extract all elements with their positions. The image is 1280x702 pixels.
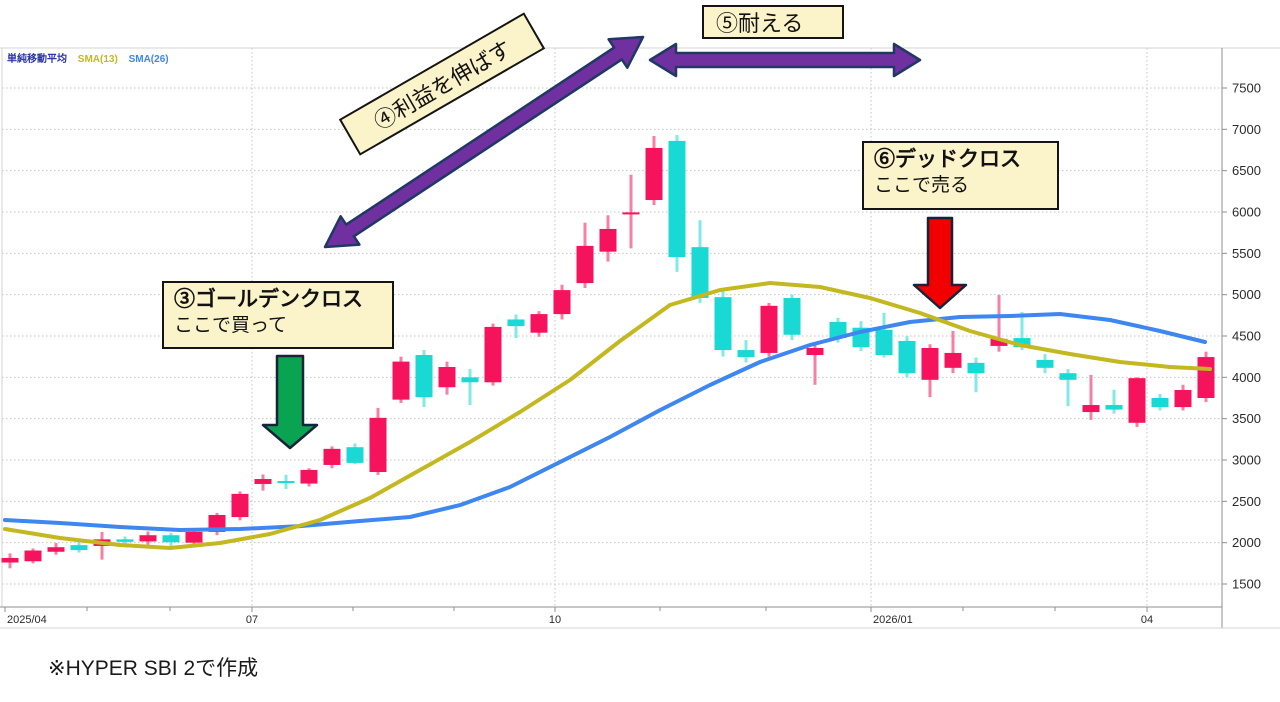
svg-text:5500: 5500 xyxy=(1232,246,1261,261)
svg-text:2025/04: 2025/04 xyxy=(7,614,47,626)
svg-text:4500: 4500 xyxy=(1232,329,1261,344)
svg-text:1500: 1500 xyxy=(1232,577,1261,592)
legend-title: 単純移動平均 xyxy=(7,54,67,65)
chart-legend: 単純移動平均 SMA(13) SMA(26) xyxy=(7,50,169,65)
candle-down xyxy=(461,377,479,383)
candle-up xyxy=(254,479,272,484)
candle-up xyxy=(806,347,824,356)
dead-cross-callout: ⑥デッドクロス ここで売る xyxy=(862,141,1059,210)
candle-down xyxy=(691,247,709,298)
candle-down xyxy=(162,535,180,543)
candle-up xyxy=(553,290,571,315)
candle-up xyxy=(24,550,42,562)
candle-up xyxy=(921,347,939,380)
sma26-line xyxy=(3,312,1207,532)
svg-text:4000: 4000 xyxy=(1232,370,1261,385)
candle-up xyxy=(1174,389,1192,408)
buy-down-arrow xyxy=(261,354,319,450)
candle-down xyxy=(737,350,755,358)
endure-horizontal-double-arrow xyxy=(648,42,922,78)
candle-down xyxy=(875,329,893,356)
candle-down xyxy=(346,447,364,463)
candle-down xyxy=(967,362,985,374)
candle-up xyxy=(392,361,410,400)
endure-label: ⑤耐える xyxy=(716,11,804,36)
golden-cross-title: ③ゴールデンクロス xyxy=(174,288,363,311)
svg-text:04: 04 xyxy=(1141,614,1153,626)
x-axis-labels: 2025/04 07 10 2026/01 04 xyxy=(4,607,1153,626)
chart-frame xyxy=(0,47,1280,629)
candle-down xyxy=(898,340,916,374)
svg-text:2500: 2500 xyxy=(1232,494,1261,509)
candlestick-chart: 7500 7000 6500 6000 5500 5000 4500 4000 3500 3000… xyxy=(0,47,1280,629)
candle-down xyxy=(668,140,686,258)
candle-down xyxy=(415,355,433,398)
candle-down xyxy=(1105,405,1123,410)
svg-text:2000: 2000 xyxy=(1232,535,1261,550)
candle-down xyxy=(116,539,134,542)
candle-up xyxy=(369,417,387,472)
profit-diagonal-double-arrow xyxy=(323,35,645,249)
candle-up xyxy=(47,547,65,552)
svg-text:5000: 5000 xyxy=(1232,287,1261,302)
candle-up xyxy=(139,535,157,542)
svg-text:6000: 6000 xyxy=(1232,205,1261,220)
candle-down xyxy=(507,319,525,327)
candle-up xyxy=(323,448,341,465)
svg-text:2026/01: 2026/01 xyxy=(873,614,913,626)
candle-up xyxy=(622,212,640,215)
candle-up xyxy=(599,228,617,252)
candle-up xyxy=(1128,378,1146,423)
candle-down xyxy=(1151,398,1169,408)
candle-up xyxy=(530,314,548,333)
candle-up xyxy=(438,367,456,388)
candle-up xyxy=(300,469,318,484)
y-axis-labels: 7500 7000 6500 6000 5500 5000 4500 4000 3500 3000… xyxy=(1222,81,1261,592)
golden-cross-subtitle: ここで買って xyxy=(174,315,288,337)
candle-down xyxy=(1036,359,1054,368)
svg-text:07: 07 xyxy=(246,614,258,626)
candle-down xyxy=(714,297,732,351)
candles xyxy=(1,135,1215,569)
candle-up xyxy=(484,326,502,383)
annotation-arrows xyxy=(261,35,968,450)
svg-text:3500: 3500 xyxy=(1232,411,1261,426)
sma13-line xyxy=(3,281,1212,550)
candle-up xyxy=(185,531,203,543)
golden-cross-callout: ③ゴールデンクロス ここで買って xyxy=(162,281,394,349)
dead-cross-subtitle: ここで売る xyxy=(874,175,970,197)
candle-down xyxy=(829,321,847,339)
dead-cross-title: ⑥デッドクロス xyxy=(874,148,1021,171)
legend-sma13: SMA(13) xyxy=(77,54,118,65)
candle-up xyxy=(645,147,663,201)
candle-down xyxy=(1013,338,1031,348)
candle-down xyxy=(783,297,801,335)
candle-down xyxy=(1059,373,1077,380)
endure-callout: ⑤耐える xyxy=(702,5,844,39)
sell-down-arrow xyxy=(912,216,968,310)
candle-up xyxy=(990,338,1008,346)
candle-down xyxy=(277,481,295,484)
legend-sma26: SMA(26) xyxy=(128,54,169,65)
svg-text:6500: 6500 xyxy=(1232,163,1261,178)
candle-down xyxy=(70,545,88,551)
source-caption: ※HYPER SBI 2で作成 xyxy=(48,657,259,680)
candle-up xyxy=(231,493,249,518)
svg-text:7000: 7000 xyxy=(1232,122,1261,137)
svg-text:7500: 7500 xyxy=(1232,81,1261,96)
candle-up xyxy=(944,352,962,368)
candle-up xyxy=(1082,405,1100,413)
svg-text:10: 10 xyxy=(549,614,561,626)
candle-up xyxy=(576,245,594,284)
svg-text:3000: 3000 xyxy=(1232,453,1261,468)
candle-up xyxy=(760,305,778,353)
candle-up xyxy=(1,557,19,563)
